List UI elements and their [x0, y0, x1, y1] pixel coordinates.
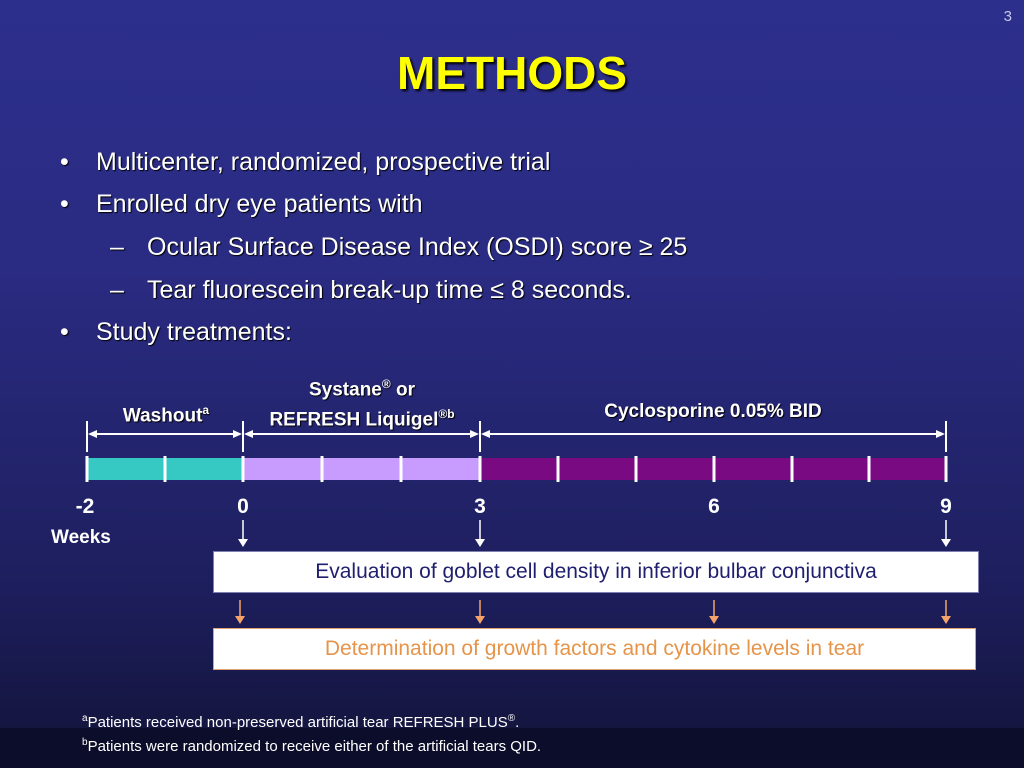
- cyclosporine-label: Cyclosporine 0.05% BID: [604, 401, 822, 422]
- sub-bullet-item: – Ocular Surface Disease Index (OSDI) sc…: [110, 233, 687, 262]
- bullet-item: • Study treatments:: [60, 318, 292, 347]
- artificial-tears-bar: [243, 458, 480, 480]
- footnote-b: bPatients were randomized to receive eit…: [82, 737, 542, 755]
- bullet-item: • Multicenter, randomized, prospective t…: [60, 148, 550, 177]
- footnote-a: aPatients received non-preserved artific…: [82, 713, 520, 731]
- weeks-axis-label: Weeks: [51, 527, 111, 548]
- week-label: 3: [474, 495, 486, 518]
- bullet-marker: •: [60, 148, 69, 176]
- dash-marker: –: [110, 276, 124, 304]
- sub-bullet-text: Tear fluorescein break-up time ≤ 8 secon…: [147, 276, 632, 304]
- sub-bullet-item: – Tear fluorescein break-up time ≤ 8 sec…: [110, 276, 632, 305]
- week-label: 6: [708, 495, 720, 518]
- bullet-marker: •: [60, 190, 69, 218]
- slide-title: METHODS: [397, 47, 627, 99]
- determination-box: Determination of growth factors and cyto…: [213, 628, 976, 670]
- bullet-text: Enrolled dry eye patients with: [96, 190, 423, 218]
- bullet-marker: •: [60, 318, 69, 346]
- week-ticks: [85, 456, 948, 482]
- washout-label: Washouta: [122, 403, 210, 427]
- evaluation-arrows: [238, 520, 951, 547]
- bullet-item: • Enrolled dry eye patients with: [60, 190, 423, 219]
- footer-band: [0, 728, 1024, 768]
- week-label: 9: [940, 495, 952, 518]
- slide-number: 3: [1003, 8, 1012, 25]
- dash-marker: –: [110, 233, 124, 261]
- sub-bullet-text: Ocular Surface Disease Index (OSDI) scor…: [147, 233, 688, 261]
- evaluation-box: Evaluation of goblet cell density in inf…: [213, 551, 979, 593]
- bullet-text: Multicenter, randomized, prospective tri…: [96, 148, 551, 176]
- week-label: 0: [237, 495, 249, 518]
- artificial-tears-label: Systane® or REFRESH Liquigel®b: [269, 377, 455, 431]
- determination-arrows: [235, 600, 951, 624]
- week-label: -2: [75, 495, 95, 518]
- bullet-text: Study treatments:: [96, 318, 292, 346]
